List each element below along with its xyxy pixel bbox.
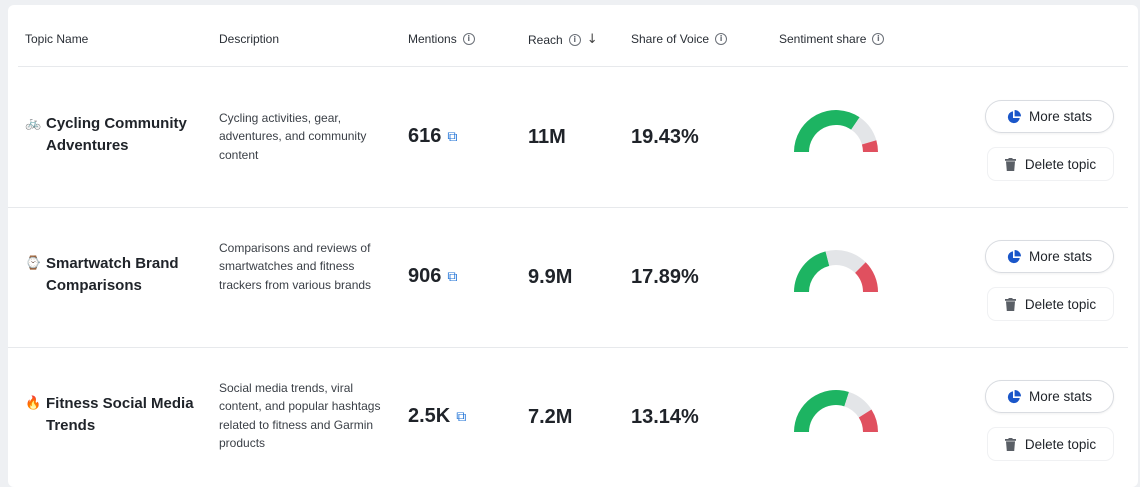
external-link-icon[interactable]: ⧉ — [456, 408, 467, 425]
topic-name: Cycling Community Adventures — [46, 115, 187, 154]
delete-topic-label: Delete topic — [1024, 436, 1097, 452]
sentiment-negative-segment — [855, 262, 878, 292]
pie-chart-icon — [1007, 249, 1021, 263]
delete-topic-label: Delete topic — [1024, 156, 1097, 172]
arrow-down-icon[interactable]: ↓ — [586, 32, 598, 47]
mentions-count: 2.5K — [408, 405, 451, 427]
topic-description: Social media trends, viral content, and … — [219, 381, 381, 450]
share-of-voice-value: 13.14% — [631, 406, 699, 428]
delete-topic-label: Delete topic — [1024, 296, 1097, 312]
header-share-of-voice: Share of Voice i — [631, 32, 728, 46]
reach-value: 9.9M — [528, 266, 573, 288]
trash-icon — [1004, 157, 1016, 171]
mentions-value: 616 ⧉ — [408, 125, 457, 148]
share-of-voice-value: 19.43% — [631, 126, 699, 148]
header-topic-name: Topic Name — [25, 32, 89, 46]
reach-value: 11M — [528, 126, 566, 148]
info-icon[interactable]: i — [462, 33, 475, 45]
row-divider — [8, 207, 1128, 208]
pie-chart-icon — [1007, 109, 1021, 123]
trash-icon — [1004, 297, 1016, 311]
more-stats-label: More stats — [1028, 109, 1093, 124]
topics-table: Topic Name Description Mentions i Reach … — [8, 5, 1138, 487]
sentiment-positive-segment — [794, 251, 830, 292]
pie-chart-icon — [1007, 389, 1021, 403]
header-reach[interactable]: Reach i ↓ — [528, 32, 598, 47]
sentiment-gauge — [794, 390, 878, 432]
external-link-icon[interactable]: ⧉ — [447, 268, 458, 285]
sentiment-neutral-segment — [844, 392, 872, 418]
sentiment-positive-segment — [794, 110, 860, 152]
sentiment-neutral-segment — [825, 250, 866, 273]
header-sentiment-share: Sentiment share i — [779, 32, 885, 46]
delete-topic-button[interactable]: Delete topic — [988, 148, 1113, 180]
trash-icon — [1004, 437, 1016, 451]
table-row: ⌚ Smartwatch Brand Comparisons Comparisons… — [8, 207, 1138, 347]
info-icon[interactable]: i — [568, 33, 581, 46]
topic-description: Cycling activities, gear, adventures, an… — [219, 111, 367, 162]
topic-description: Comparisons and reviews of smartwatches … — [219, 241, 372, 292]
sentiment-positive-segment — [794, 390, 849, 432]
sentiment-gauge — [794, 110, 878, 152]
topic-emoji-icon: ⌚ — [25, 256, 42, 271]
more-stats-button[interactable]: More stats — [985, 240, 1114, 273]
topic-cell: ⌚ Smartwatch Brand Comparisons — [25, 253, 206, 297]
topic-emoji-icon: 🚲 — [25, 116, 42, 131]
topic-name: Smartwatch Brand Comparisons — [46, 255, 179, 294]
topic-name: Fitness Social Media Trends — [46, 395, 194, 434]
more-stats-button[interactable]: More stats — [985, 380, 1114, 413]
header-description: Description — [219, 32, 280, 46]
reach-value: 7.2M — [528, 406, 573, 428]
share-of-voice-value: 17.89% — [631, 266, 699, 288]
row-divider — [8, 347, 1128, 348]
sentiment-negative-segment — [861, 140, 878, 152]
table-row: 🚲 Cycling Community Adventures Cycling act… — [8, 67, 1138, 207]
table-header: Topic Name Description Mentions i Reach … — [8, 5, 1138, 67]
info-icon[interactable]: i — [872, 33, 885, 45]
mentions-value: 906 ⧉ — [408, 265, 457, 288]
topic-cell: 🔥 Fitness Social Media Trends — [25, 393, 206, 437]
delete-topic-button[interactable]: Delete topic — [988, 288, 1113, 320]
more-stats-label: More stats — [1028, 389, 1093, 404]
header-divider — [18, 66, 1128, 67]
mentions-value: 2.5K ⧉ — [408, 405, 466, 428]
more-stats-button[interactable]: More stats — [985, 100, 1114, 133]
header-mentions: Mentions i — [408, 32, 475, 46]
mentions-count: 616 — [408, 125, 442, 147]
external-link-icon[interactable]: ⧉ — [447, 128, 458, 145]
delete-topic-button[interactable]: Delete topic — [988, 428, 1113, 460]
more-stats-label: More stats — [1028, 249, 1093, 264]
mentions-count: 906 — [408, 265, 442, 287]
table-row: 🔥 Fitness Social Media Trends Social media… — [8, 347, 1138, 487]
topic-cell: 🚲 Cycling Community Adventures — [25, 113, 206, 157]
info-icon[interactable]: i — [715, 33, 728, 45]
sentiment-gauge — [794, 250, 878, 292]
sentiment-negative-segment — [858, 409, 878, 432]
sentiment-neutral-segment — [851, 117, 877, 145]
topic-emoji-icon: 🔥 — [25, 396, 42, 411]
